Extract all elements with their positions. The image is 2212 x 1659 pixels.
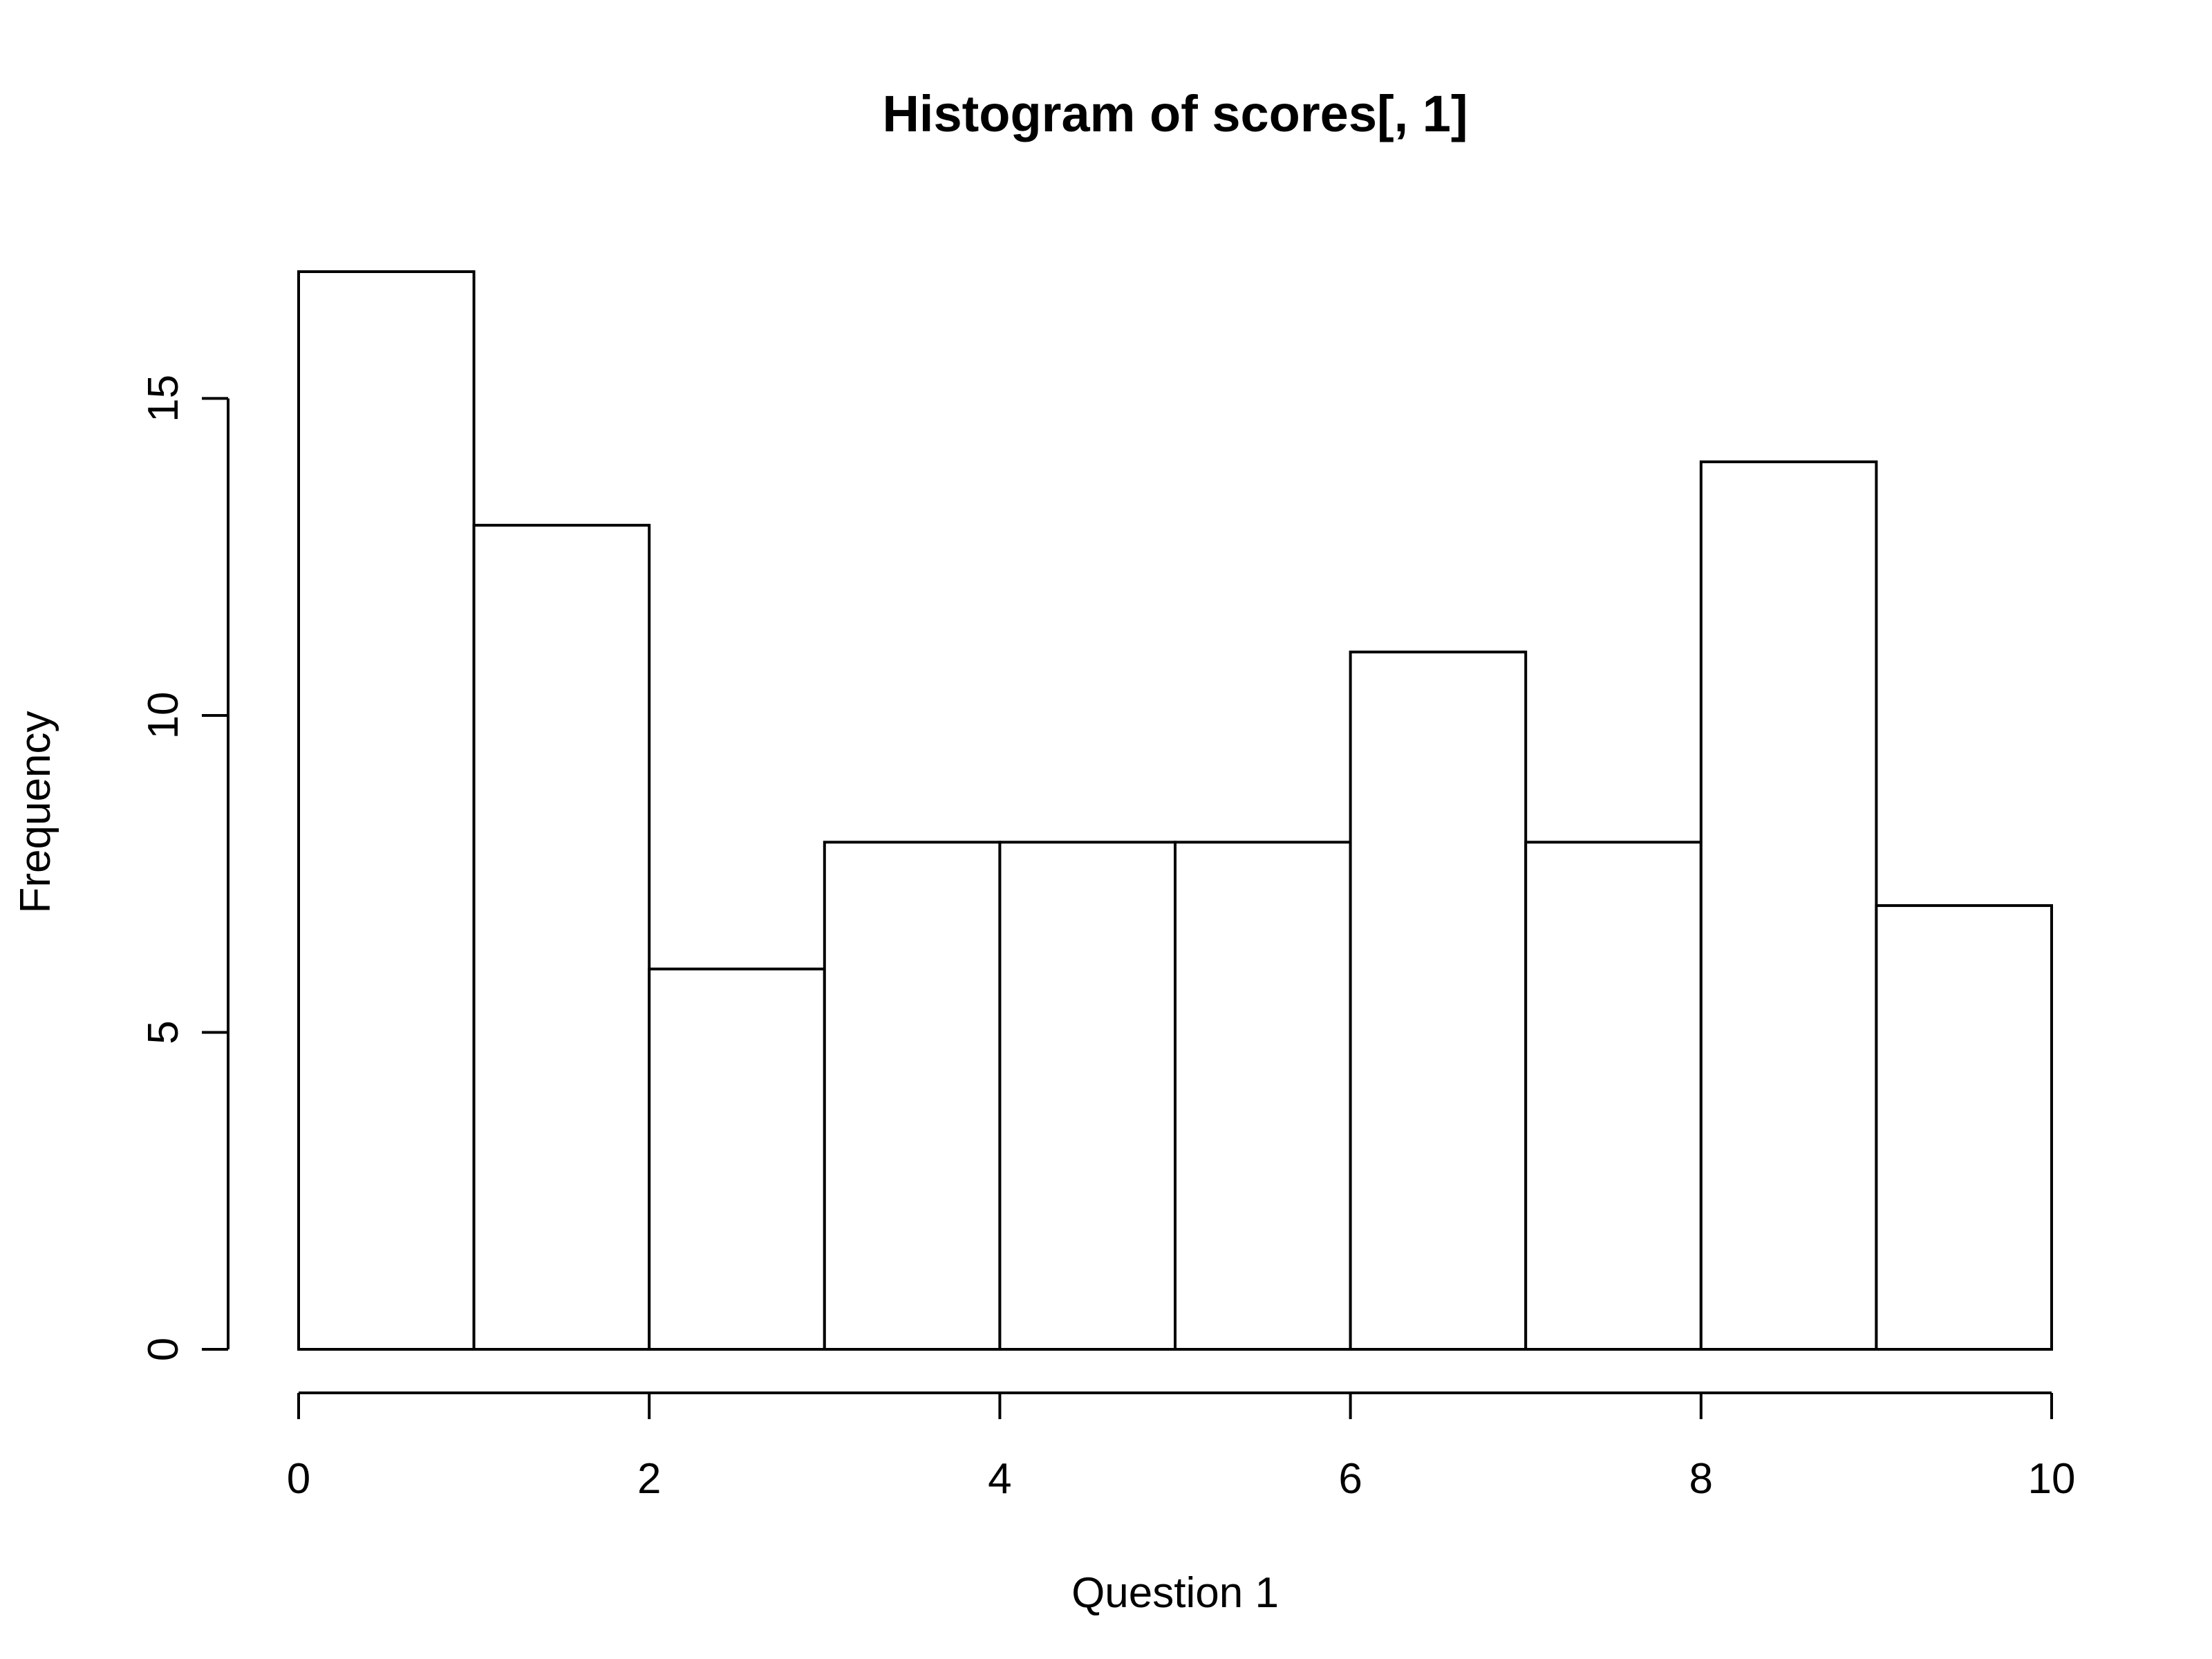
- x-tick-label-4: 8: [1689, 1455, 1713, 1503]
- bars-group: [297, 270, 2053, 1351]
- x-tick-label-1: 2: [637, 1455, 661, 1503]
- histogram-bar-0: [297, 270, 476, 1351]
- histogram-bar-3: [823, 841, 1002, 1351]
- y-tick-label-2: 10: [140, 691, 187, 739]
- histogram-bar-7: [1524, 841, 1703, 1351]
- histogram-bar-6: [1349, 650, 1528, 1351]
- histogram-bar-1: [472, 523, 651, 1351]
- histogram-bar-4: [998, 841, 1177, 1351]
- x-axis-label: Question 1: [1071, 1569, 1279, 1617]
- x-tick-label-5: 10: [2028, 1455, 2076, 1503]
- x-tick-label-2: 4: [988, 1455, 1011, 1503]
- y-tick-label-1: 5: [140, 1020, 187, 1044]
- chart-title: Histogram of scores[, 1]: [882, 85, 1468, 142]
- histogram-bar-9: [1875, 904, 2053, 1351]
- histogram-bar-2: [648, 967, 826, 1351]
- y-tick-label-3: 15: [140, 375, 187, 422]
- y-tick-label-0: 0: [140, 1338, 187, 1361]
- histogram-bar-8: [1699, 460, 1878, 1351]
- histogram-bar-5: [1174, 841, 1352, 1351]
- x-tick-label-3: 6: [1338, 1455, 1362, 1503]
- x-tick-label-0: 0: [287, 1455, 310, 1503]
- x-axis: 0 2 4 6 8 10: [287, 1391, 2076, 1503]
- y-axis-label: Frequency: [12, 711, 59, 914]
- y-axis: 0 5 10 15: [140, 375, 229, 1361]
